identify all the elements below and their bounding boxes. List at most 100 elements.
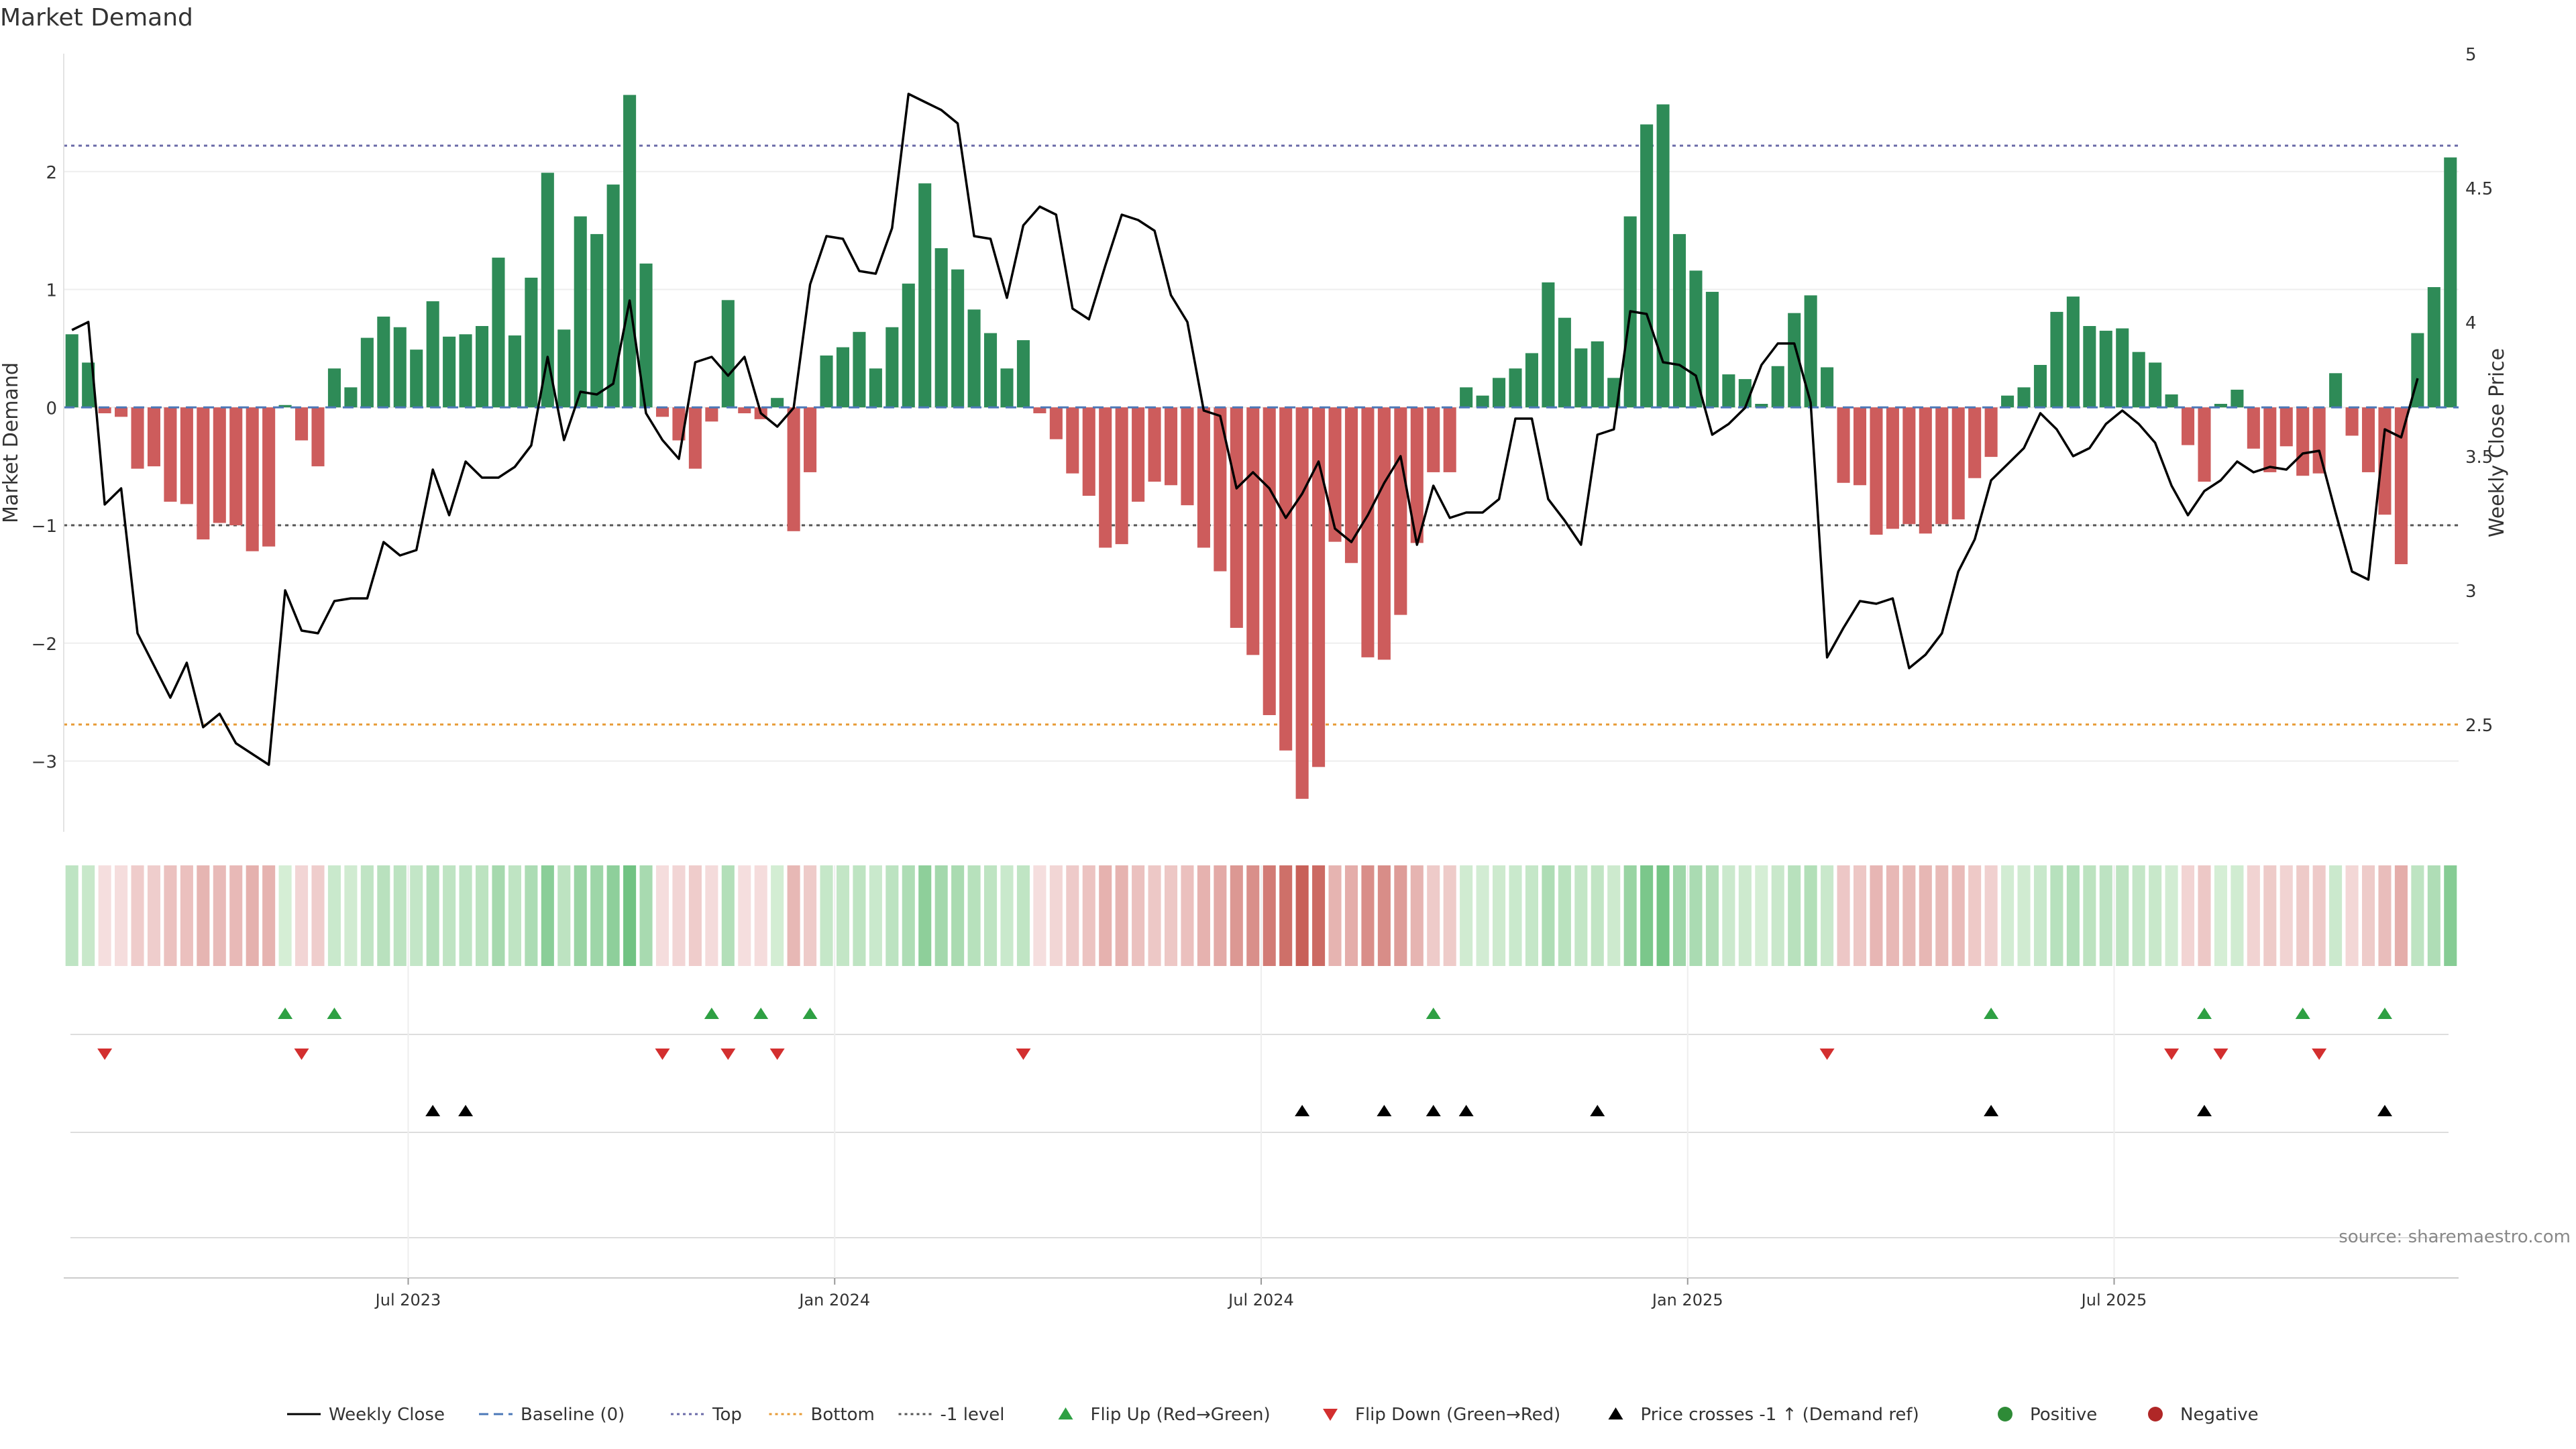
heat-cell <box>475 865 489 966</box>
positive-demand-bar <box>2001 395 2015 408</box>
heat-cell <box>1640 865 1654 966</box>
heat-cell <box>2427 865 2440 966</box>
negative-demand-bar <box>1263 407 1276 715</box>
positive-demand-bar <box>820 355 833 408</box>
heat-cell <box>1148 865 1161 966</box>
positive-demand-bar <box>606 184 620 408</box>
positive-demand-bar <box>2033 365 2047 408</box>
heat-cell <box>1722 865 1735 966</box>
heat-cell <box>541 865 554 966</box>
negative-demand-bar <box>1033 407 1046 414</box>
flip-up-marker <box>327 1008 342 1019</box>
negative-demand-bar <box>2345 407 2359 436</box>
heat-cell <box>639 865 653 966</box>
legend-label: Negative <box>2180 1405 2259 1425</box>
positive-demand-bar <box>574 216 587 408</box>
heat-cell <box>902 865 915 966</box>
heat-cell <box>295 865 309 966</box>
negative-demand-bar <box>1919 407 1932 534</box>
negative-demand-bar <box>1164 407 1178 486</box>
heat-cell <box>1591 865 1604 966</box>
event-marker-rows <box>70 1008 2449 1238</box>
chart-title: Market Demand <box>0 4 193 32</box>
positive-demand-bar <box>836 347 850 408</box>
price-cross-marker <box>2377 1105 2392 1116</box>
heat-cell <box>393 865 407 966</box>
legend-label: Flip Down (Green→Red) <box>1355 1405 1560 1425</box>
heat-cell <box>1771 865 1784 966</box>
negative-demand-bar <box>1984 407 1998 458</box>
positive-demand-bar <box>885 327 899 408</box>
heat-cell <box>2165 865 2178 966</box>
positive-demand-bar <box>918 183 932 408</box>
flip-up-marker <box>2377 1008 2392 1019</box>
positive-demand-bar <box>475 326 489 408</box>
negative-demand-bar <box>1328 407 1342 542</box>
positive-demand-bar <box>639 263 653 408</box>
heat-cell <box>1984 865 1998 966</box>
heat-cell <box>2033 865 2047 966</box>
y2-axis-label: Weekly Close Price <box>2485 348 2509 537</box>
flip-down-marker <box>769 1049 785 1060</box>
weekly-close-line <box>71 93 2419 766</box>
positive-demand-bar <box>1000 368 1014 408</box>
positive-demand-bar <box>82 362 95 408</box>
negative-demand-bar <box>213 407 226 523</box>
heat-cell <box>1049 865 1063 966</box>
heat-cell <box>327 865 341 966</box>
legend-label: Baseline (0) <box>521 1405 625 1425</box>
heat-cell <box>410 865 423 966</box>
flip-down-marker <box>2312 1049 2327 1060</box>
heat-cell <box>1705 865 1719 966</box>
positive-demand-bar <box>360 337 374 408</box>
legend-label: Top <box>712 1405 742 1425</box>
positive-demand-bar <box>2116 328 2129 408</box>
positive-demand-bar <box>853 331 866 408</box>
positive-demand-bar <box>869 368 882 408</box>
negative-demand-bar <box>1312 407 1326 767</box>
y-tick-label: −2 <box>32 635 57 655</box>
negative-demand-bar <box>1427 407 1440 472</box>
flip-down-marker <box>294 1049 309 1060</box>
heat-cell <box>1821 865 1834 966</box>
positive-demand-bar <box>393 327 407 408</box>
positive-demand-bar <box>1755 404 1768 408</box>
y-tick-label: 0 <box>46 398 57 419</box>
grid <box>64 170 2459 762</box>
heat-cell <box>1377 865 1391 966</box>
flip-up-marker <box>802 1008 818 1019</box>
heat-cell <box>1197 865 1210 966</box>
legend-item: Positive <box>1998 1405 2097 1425</box>
heat-cell <box>1443 865 1456 966</box>
heat-cell <box>918 865 932 966</box>
positive-demand-bar <box>1672 233 1686 408</box>
heat-cell <box>623 865 637 966</box>
flip-up-marker <box>1984 1008 1999 1019</box>
heat-cell <box>2099 865 2112 966</box>
heat-cell <box>360 865 374 966</box>
negative-demand-bar <box>2279 407 2293 447</box>
y-axis-label: Market Demand <box>0 362 23 523</box>
heat-cell <box>197 865 210 966</box>
y2-tick-label: 3 <box>2465 582 2477 602</box>
legend-item: Bottom <box>769 1405 875 1425</box>
heat-cell <box>1279 865 1293 966</box>
positive-demand-bar <box>1705 292 1719 408</box>
negative-demand-bar <box>1935 407 1949 525</box>
heat-cell <box>98 865 111 966</box>
flip-up-marker <box>2295 1008 2310 1019</box>
heat-cell <box>853 865 866 966</box>
positive-demand-bar <box>1016 340 1030 408</box>
heat-cell <box>984 865 998 966</box>
heat-cell <box>1755 865 1768 966</box>
heat-cell <box>1672 865 1686 966</box>
heat-cell <box>344 865 358 966</box>
positive-demand-bar <box>492 258 505 408</box>
flip-down-marker <box>97 1049 113 1060</box>
heat-cell <box>65 865 78 966</box>
negative-demand-bar <box>738 407 751 414</box>
heat-cell <box>180 865 193 966</box>
positive-demand-bar <box>2099 331 2112 408</box>
heat-cell <box>574 865 587 966</box>
heat-cell <box>836 865 850 966</box>
